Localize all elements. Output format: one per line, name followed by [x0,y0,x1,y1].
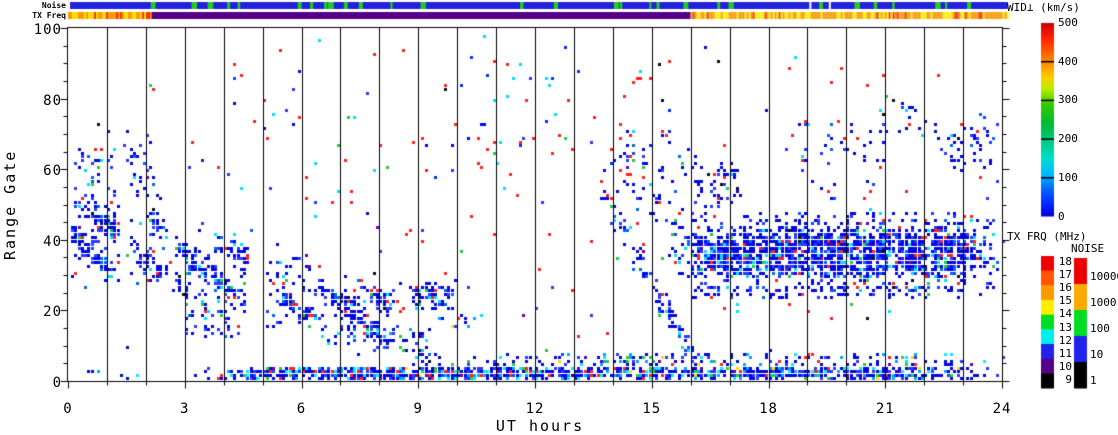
y-axis-tick-label: 20 [43,304,62,321]
x-axis-tick-label: 0 [63,401,73,417]
noise-colorbar-tick-label: 1 [1090,374,1097,387]
x-axis-tick-label: 24 [992,401,1012,417]
noise-colorbar-tick-label: 10000 [1090,270,1118,283]
noise-colorbar-tick-label: 10 [1090,348,1104,361]
x-axis-tick-label: 18 [759,401,778,417]
x-axis-tick-label: 12 [525,401,545,417]
y-axis-tick-label: 80 [43,92,62,109]
txfrq-colorbar-tick-label: 16 [1058,281,1072,295]
noise-strip-label: Noise [41,1,66,10]
y-axis-tick-label: 40 [43,233,62,250]
y-axis-title: Range Gate [1,149,19,260]
txfrq-colorbar-tick-label: 11 [1058,346,1072,360]
x-axis-tick-label: 15 [642,401,662,417]
wid-colorbar-tick-label: 400 [1058,54,1078,68]
txfrq-colorbar-tick-label: 18 [1058,255,1072,268]
noise-colorbar-title: NOISE [1071,242,1105,255]
y-axis-tick-label: 60 [43,163,62,180]
wid-colorbar-tick-label: 100 [1058,170,1078,184]
wid-colorbar-tick-label: 500 [1058,16,1078,29]
x-axis-tick-label: 21 [875,401,895,417]
txfrq-colorbar-tick-label: 14 [1058,307,1072,321]
txfreq-strip-label: TX Freq [32,11,66,20]
txfrq-colorbar-tick-label: 13 [1058,320,1072,334]
wid-colorbar-tick-label: 0 [1058,209,1065,223]
wid-colorbar-tick-label: 300 [1058,93,1078,107]
y-axis-tick-label: 0 [52,375,62,391]
noise-colorbar-tick-label: 1000 [1090,296,1117,309]
txfrq-colorbar-tick-label: 12 [1058,333,1072,347]
wid-colorbar-title: WID⊥ (km/s) [1007,1,1080,14]
txfrq-colorbar-tick-label: 9 [1065,373,1072,386]
txfrq-colorbar-tick-label: 10 [1058,359,1072,373]
x-axis-tick-label: 6 [296,401,307,417]
noise-colorbar-tick-label: 100 [1090,322,1110,335]
txfrq-colorbar-tick-label: 15 [1058,294,1072,308]
y-axis-tick-label: 100 [33,22,62,38]
x-axis-title: UT hours [495,417,585,435]
x-axis-tick-label: 9 [413,401,423,417]
x-axis-tick-label: 3 [180,401,190,417]
txfrq-colorbar-title: TX FRQ (MHz) [1007,230,1087,243]
txfrq-colorbar-tick-label: 17 [1058,268,1072,282]
wid-colorbar-tick-label: 200 [1058,132,1078,146]
